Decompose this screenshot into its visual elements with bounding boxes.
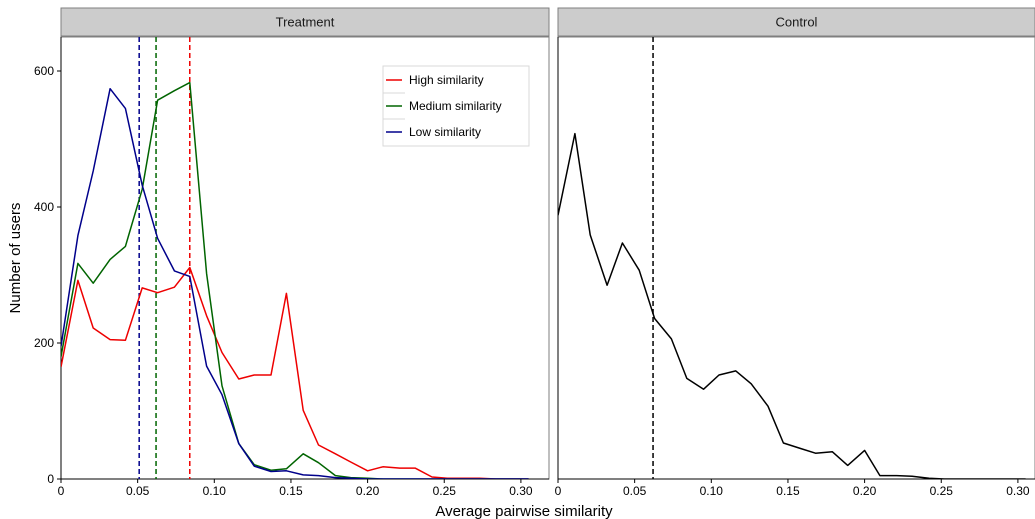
facet-strips: Treatment Control xyxy=(60,7,1035,37)
y-tick-label-3: 600 xyxy=(34,64,54,78)
legend-label-0: High similarity xyxy=(409,73,484,87)
y-axis-title: Number of users xyxy=(7,203,24,314)
x-tick-label-1-5: 0.25 xyxy=(930,484,954,498)
x-tick-label-0-1: 0.05 xyxy=(126,484,150,498)
x-tick-label-1-6: 0.30 xyxy=(1006,484,1030,498)
x-tick-label-0-5: 0.25 xyxy=(433,484,457,498)
facet-title-0: Treatment xyxy=(276,14,335,29)
series-line-0-2 xyxy=(61,87,529,479)
x-tick-label-1-4: 0.20 xyxy=(853,484,877,498)
x-tick-label-1-0: 0 xyxy=(555,484,562,498)
series-lines xyxy=(61,37,1026,479)
series-line-0-1 xyxy=(61,81,529,479)
y-tick-label-1: 200 xyxy=(34,336,54,350)
facet-title-1: Control xyxy=(776,14,818,29)
facet-strip-0 xyxy=(60,7,550,37)
x-tick-label-0-0: 0 xyxy=(58,484,65,498)
x-tick-label-0-6: 0.30 xyxy=(509,484,533,498)
legend-box xyxy=(382,65,530,147)
x-tick-label-1-3: 0.15 xyxy=(776,484,800,498)
panel-area-1 xyxy=(557,36,1035,480)
x-tick-label-0-2: 0.10 xyxy=(203,484,227,498)
x-tick-label-0-3: 0.15 xyxy=(279,484,303,498)
legend: High similarity Medium similarity Low simi… xyxy=(382,65,530,147)
x-tick-label-1-2: 0.10 xyxy=(700,484,724,498)
x-tick-label-1-1: 0.05 xyxy=(623,484,647,498)
x-tick-label-0-4: 0.20 xyxy=(356,484,380,498)
y-tick-label-0: 0 xyxy=(47,472,54,486)
legend-label-2: Low similarity xyxy=(409,125,481,139)
y-tick-label-2: 400 xyxy=(34,200,54,214)
panel-series-0 xyxy=(61,37,529,479)
facet-strip-1 xyxy=(557,7,1035,37)
x-axis-title: Average pairwise similarity xyxy=(435,503,613,519)
legend-label-1: Medium similarity xyxy=(409,99,502,113)
panel-series-1 xyxy=(558,37,1026,479)
facet-panels xyxy=(60,36,1035,480)
series-line-1-0 xyxy=(558,132,1026,479)
